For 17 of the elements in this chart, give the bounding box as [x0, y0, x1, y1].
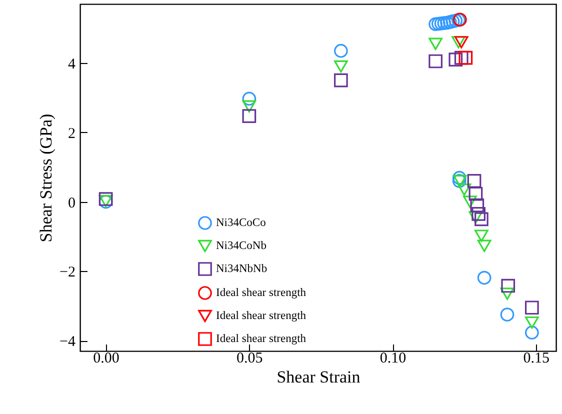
legend-label: Ideal shear strength: [216, 287, 306, 299]
y-tick-label: −4: [60, 334, 76, 350]
x-tick-label: 0.15: [523, 350, 550, 366]
y-axis-title: Shear Stress (GPa): [36, 114, 56, 242]
x-tick-label: 0.05: [236, 350, 263, 366]
y-tick-label: 4: [68, 56, 76, 72]
legend-label: Ideal shear strength: [216, 310, 306, 322]
x-axis-title: Shear Strain: [276, 368, 361, 386]
y-tick-label: −2: [60, 264, 76, 281]
legend-label: Ideal shear strength: [216, 333, 306, 345]
y-tick-label: 2: [68, 126, 76, 142]
legend-label: Ni34CoCo: [216, 217, 266, 229]
legend-label: Ni34NbNb: [216, 263, 268, 275]
x-tick-label: 0.00: [93, 350, 120, 366]
y-tick-label: 0: [68, 195, 76, 212]
x-tick-label: 0.10: [380, 350, 406, 366]
legend-label: Ni34CoNb: [216, 240, 267, 252]
